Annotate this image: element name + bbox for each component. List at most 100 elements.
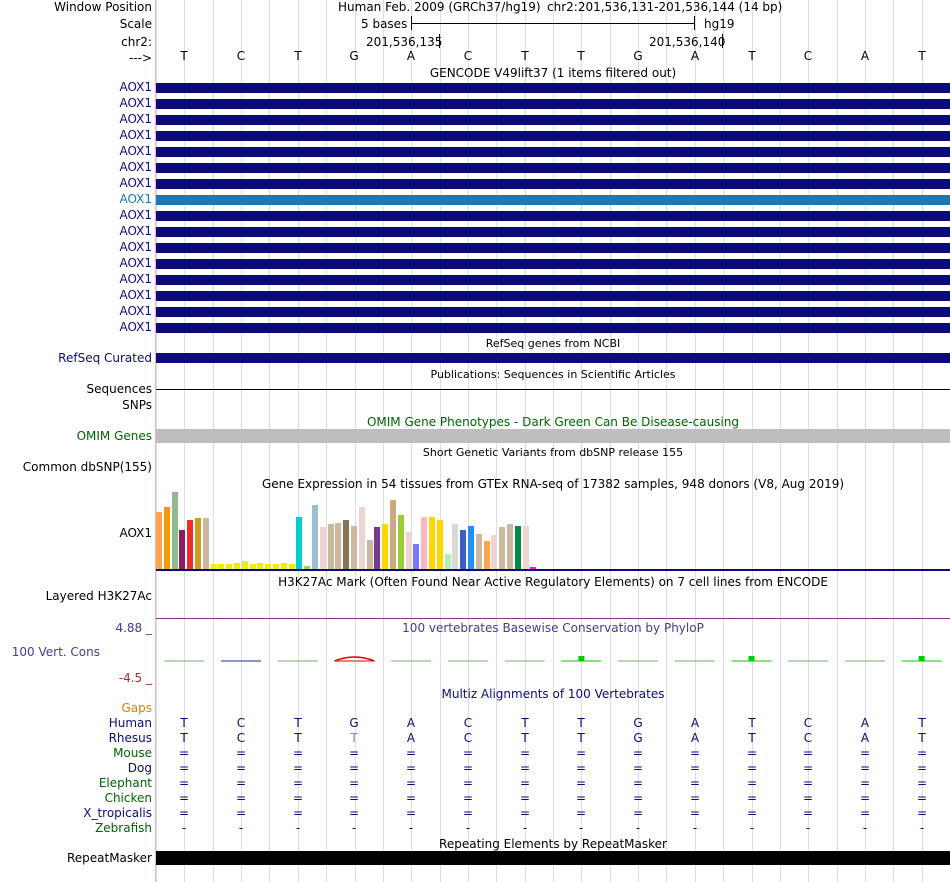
multiz-species-label[interactable]: Zebrafish bbox=[95, 821, 152, 835]
gtex-tissue-bar[interactable] bbox=[343, 520, 349, 569]
repeatmasker-bar[interactable] bbox=[156, 851, 950, 865]
gtex-tissue-bar[interactable] bbox=[530, 567, 536, 569]
refseq-label[interactable]: RefSeq Curated bbox=[58, 351, 152, 365]
gtex-tissue-bar[interactable] bbox=[296, 517, 302, 569]
gencode-transcript-label[interactable]: AOX1 bbox=[119, 176, 152, 190]
repeatmasker-track-title[interactable]: Repeating Elements by RepeatMasker bbox=[439, 837, 667, 851]
gencode-transcript-label[interactable]: AOX1 bbox=[119, 96, 152, 110]
gtex-tissue-bar[interactable] bbox=[328, 524, 334, 569]
gencode-transcript-bar[interactable] bbox=[156, 131, 950, 141]
refseq-gene-bar[interactable] bbox=[156, 353, 950, 363]
gtex-tissue-bar[interactable] bbox=[312, 505, 318, 569]
gtex-tissue-bar[interactable] bbox=[211, 564, 217, 569]
gencode-transcript-label[interactable]: AOX1 bbox=[119, 320, 152, 334]
gencode-transcript-label[interactable]: AOX1 bbox=[119, 80, 152, 94]
gencode-transcript-bar[interactable] bbox=[156, 291, 950, 301]
gtex-tissue-bar[interactable] bbox=[367, 540, 373, 569]
sequences-label[interactable]: Sequences bbox=[86, 382, 152, 396]
gtex-tissue-bar[interactable] bbox=[179, 530, 185, 569]
dbsnp-label[interactable]: Common dbSNP(155) bbox=[22, 460, 152, 474]
gencode-transcript-bar[interactable] bbox=[156, 195, 950, 205]
gtex-tissue-bar[interactable] bbox=[320, 527, 326, 569]
gtex-tissue-bar[interactable] bbox=[515, 526, 521, 569]
gencode-transcript-label[interactable]: AOX1 bbox=[119, 160, 152, 174]
omim-track-title[interactable]: OMIM Gene Phenotypes - Dark Green Can Be… bbox=[366, 415, 740, 429]
gencode-transcript-label[interactable]: AOX1 bbox=[119, 192, 152, 206]
gtex-tissue-bar[interactable] bbox=[218, 564, 224, 569]
cons-track-title[interactable]: 100 vertebrates Basewise Conservation by… bbox=[402, 621, 704, 635]
gencode-transcript-bar[interactable] bbox=[156, 307, 950, 317]
multiz-species-label[interactable]: Elephant bbox=[98, 776, 152, 790]
gtex-tissue-bar[interactable] bbox=[413, 544, 419, 569]
gencode-track-title[interactable]: GENCODE V49lift37 (1 items filtered out) bbox=[429, 66, 677, 80]
gtex-tissue-bar[interactable] bbox=[406, 532, 412, 569]
gtex-tissue-bar[interactable] bbox=[468, 526, 474, 569]
gtex-track-title[interactable]: Gene Expression in 54 tissues from GTEx … bbox=[261, 477, 845, 491]
cons-plot[interactable] bbox=[156, 640, 950, 675]
gtex-tissue-bar[interactable] bbox=[359, 507, 365, 569]
gencode-transcript-bar[interactable] bbox=[156, 323, 950, 333]
gtex-tissue-bar[interactable] bbox=[289, 564, 295, 569]
gtex-tissue-bar[interactable] bbox=[265, 564, 271, 569]
gtex-tissue-bar[interactable] bbox=[351, 526, 357, 569]
gencode-transcript-bar[interactable] bbox=[156, 275, 950, 285]
gtex-tissue-bar[interactable] bbox=[335, 523, 341, 569]
multiz-species-label[interactable]: X_tropicalis bbox=[83, 806, 152, 820]
gtex-tissue-bar[interactable] bbox=[226, 564, 232, 569]
gtex-tissue-bar[interactable] bbox=[484, 541, 490, 569]
multiz-species-label[interactable]: Human bbox=[108, 716, 152, 730]
gtex-tissue-bar[interactable] bbox=[273, 564, 279, 569]
gencode-transcript-label[interactable]: AOX1 bbox=[119, 128, 152, 142]
gtex-tissue-bar[interactable] bbox=[242, 561, 248, 569]
multiz-track-title[interactable]: Multiz Alignments of 100 Vertebrates bbox=[441, 687, 665, 701]
gencode-transcript-bar[interactable] bbox=[156, 211, 950, 221]
multiz-species-label[interactable]: Rhesus bbox=[108, 731, 152, 745]
gtex-tissue-bar[interactable] bbox=[195, 518, 201, 569]
gtex-tissue-bar[interactable] bbox=[250, 564, 256, 569]
gtex-tissue-bar[interactable] bbox=[476, 534, 482, 569]
gtex-tissue-bar[interactable] bbox=[172, 492, 178, 569]
h3k27ac-track-title[interactable]: H3K27Ac Mark (Often Found Near Active Re… bbox=[278, 575, 828, 589]
gencode-transcript-bar[interactable] bbox=[156, 147, 950, 157]
gencode-transcript-bar[interactable] bbox=[156, 99, 950, 109]
snps-label[interactable]: SNPs bbox=[122, 398, 152, 412]
gencode-transcript-bar[interactable] bbox=[156, 163, 950, 173]
gtex-label[interactable]: AOX1 bbox=[119, 526, 152, 540]
gtex-tissue-bar[interactable] bbox=[507, 524, 513, 569]
gencode-transcript-label[interactable]: AOX1 bbox=[119, 144, 152, 158]
gtex-tissue-bar[interactable] bbox=[421, 517, 427, 569]
gencode-transcript-label[interactable]: AOX1 bbox=[119, 256, 152, 270]
gencode-transcript-label[interactable]: AOX1 bbox=[119, 288, 152, 302]
publications-track-title[interactable]: Publications: Sequences in Scientific Ar… bbox=[430, 368, 676, 381]
gtex-tissue-bar[interactable] bbox=[156, 512, 162, 569]
cons-label[interactable]: 100 Vert. Cons bbox=[11, 645, 100, 659]
multiz-species-label[interactable]: Dog bbox=[127, 761, 152, 775]
gtex-tissue-bar[interactable] bbox=[203, 518, 209, 569]
gtex-tissue-bar[interactable] bbox=[257, 563, 263, 569]
refseq-track-title[interactable]: RefSeq genes from NCBI bbox=[485, 337, 621, 350]
multiz-species-label[interactable]: Chicken bbox=[104, 791, 152, 805]
gtex-tissue-bar[interactable] bbox=[164, 507, 170, 569]
gtex-tissue-bar[interactable] bbox=[281, 563, 287, 569]
gencode-transcript-bar[interactable] bbox=[156, 179, 950, 189]
gtex-tissue-bar[interactable] bbox=[187, 520, 193, 569]
dbsnp-track-title[interactable]: Short Genetic Variants from dbSNP releas… bbox=[422, 446, 684, 459]
gencode-transcript-label[interactable]: AOX1 bbox=[119, 304, 152, 318]
gtex-tissue-bar[interactable] bbox=[437, 520, 443, 569]
gencode-transcript-bar[interactable] bbox=[156, 115, 950, 125]
gencode-transcript-label[interactable]: AOX1 bbox=[119, 224, 152, 238]
gtex-tissue-bar[interactable] bbox=[304, 566, 310, 569]
omim-label[interactable]: OMIM Genes bbox=[76, 429, 152, 443]
gtex-tissue-bar[interactable] bbox=[398, 515, 404, 569]
gtex-tissue-bar[interactable] bbox=[491, 535, 497, 569]
gencode-transcript-label[interactable]: AOX1 bbox=[119, 112, 152, 126]
gtex-tissue-bar[interactable] bbox=[523, 526, 529, 569]
gtex-tissue-bar[interactable] bbox=[460, 530, 466, 569]
gtex-tissue-bar[interactable] bbox=[234, 563, 240, 569]
gencode-transcript-label[interactable]: AOX1 bbox=[119, 208, 152, 222]
gtex-tissue-bar[interactable] bbox=[382, 524, 388, 569]
gencode-transcript-label[interactable]: AOX1 bbox=[119, 240, 152, 254]
multiz-species-label[interactable]: Gaps bbox=[121, 701, 152, 715]
gencode-transcript-bar[interactable] bbox=[156, 83, 950, 93]
gtex-tissue-bar[interactable] bbox=[390, 500, 396, 569]
